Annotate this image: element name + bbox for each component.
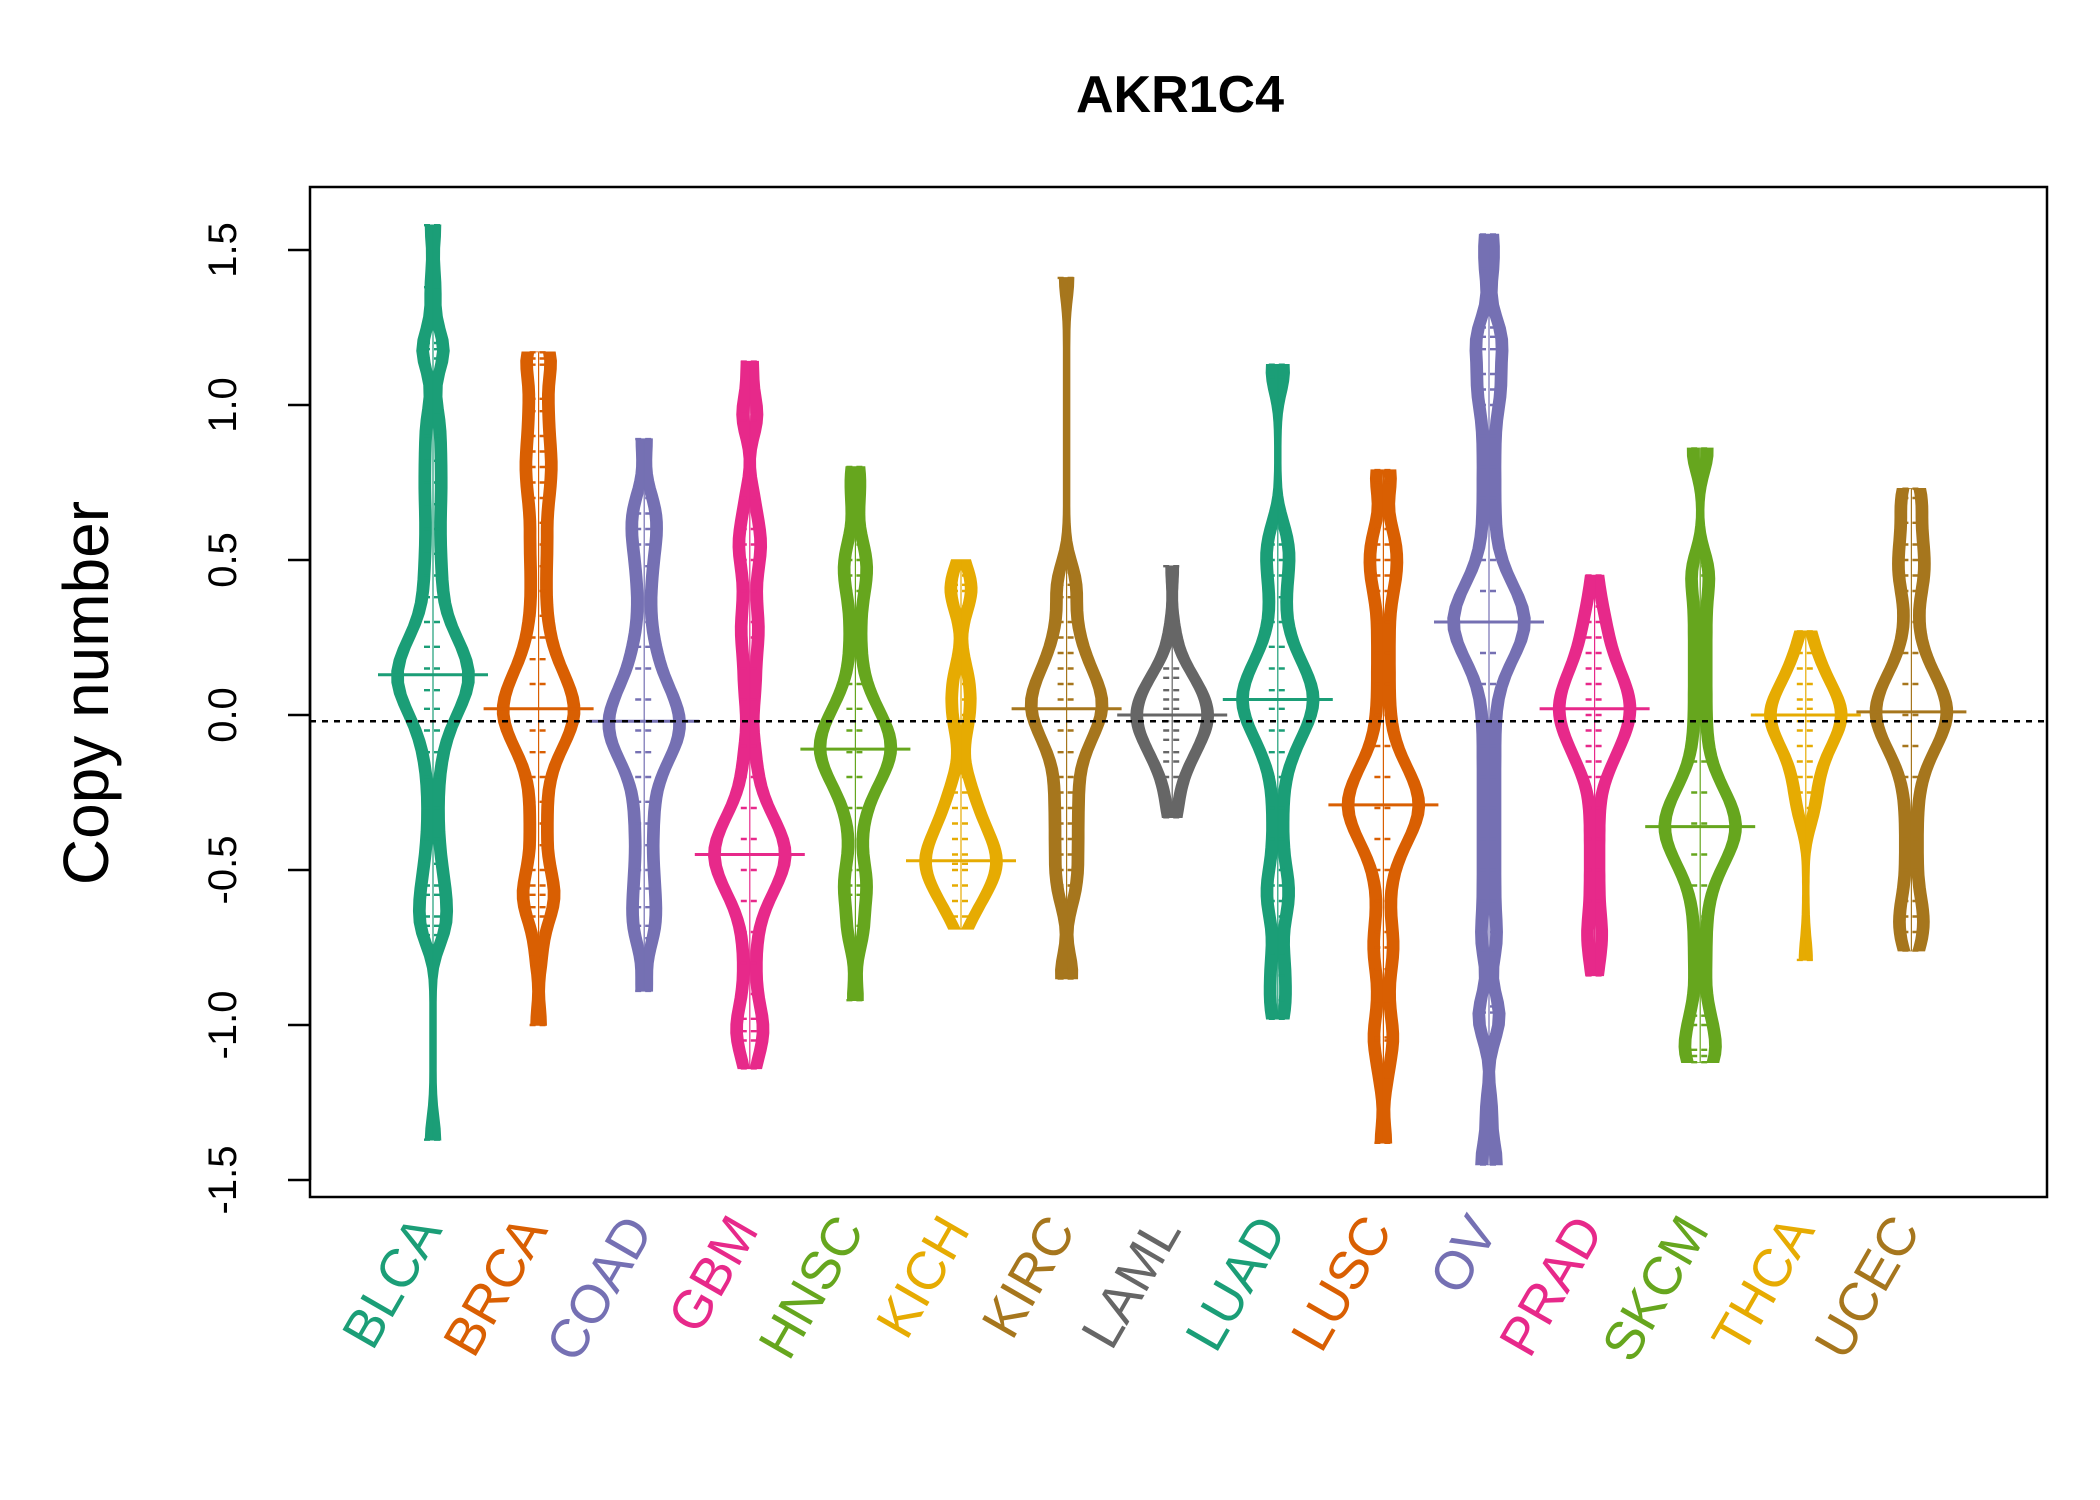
category-label-kirc: KIRC — [971, 1206, 1087, 1348]
category-label-ucec: UCEC — [1803, 1206, 1931, 1369]
category-label-kich: KICH — [865, 1206, 981, 1348]
bean-laml — [1117, 565, 1228, 819]
y-tick-label: 1.0 — [201, 377, 245, 433]
bean-ucec — [1856, 487, 1967, 952]
y-tick-label: 0.0 — [201, 687, 245, 743]
bean-core — [720, 361, 779, 1069]
y-axis: -1.5 -1.0 -0.5 0.0 0.5 1.0 1.5 — [201, 222, 312, 1215]
plot-frame — [308, 185, 2049, 1199]
y-tick-label: 1.5 — [201, 222, 245, 278]
bean-skcm — [1645, 447, 1756, 1064]
bean-core — [932, 560, 990, 929]
bean-gbm — [694, 360, 805, 1070]
category-label-hnsc: HNSC — [747, 1206, 875, 1369]
category-label-coad: COAD — [535, 1206, 665, 1371]
category-label-gbm: GBM — [657, 1206, 770, 1343]
y-tick-label: -1.5 — [201, 1146, 245, 1215]
bean-brca — [483, 351, 594, 1027]
bean-lusc — [1328, 468, 1439, 1145]
category-label-laml: LAML — [1070, 1206, 1193, 1358]
bean-coad — [589, 437, 700, 993]
y-axis-label: Copy number — [50, 501, 122, 885]
bean-thca — [1750, 630, 1861, 962]
bean-blca — [378, 223, 488, 1141]
bean-hnsc — [800, 465, 911, 1002]
y-tick-label: 0.5 — [201, 532, 245, 588]
bean-kich — [906, 559, 1016, 930]
bean-kirc — [1011, 276, 1122, 980]
y-tick-label: -1.0 — [201, 991, 245, 1060]
chart-title: AKR1C4 — [1076, 66, 1284, 124]
bean-prad — [1539, 574, 1650, 977]
y-tick-label: -0.5 — [201, 836, 245, 905]
beans-layer — [378, 223, 1967, 1166]
category-label-lusc: LUSC — [1280, 1206, 1404, 1361]
category-label-skcm: SKCM — [1591, 1206, 1721, 1371]
bean-luad — [1222, 363, 1333, 1020]
category-label-luad: LUAD — [1174, 1206, 1298, 1361]
bean-ov — [1434, 233, 1544, 1166]
category-label-ov: OV — [1418, 1206, 1509, 1304]
